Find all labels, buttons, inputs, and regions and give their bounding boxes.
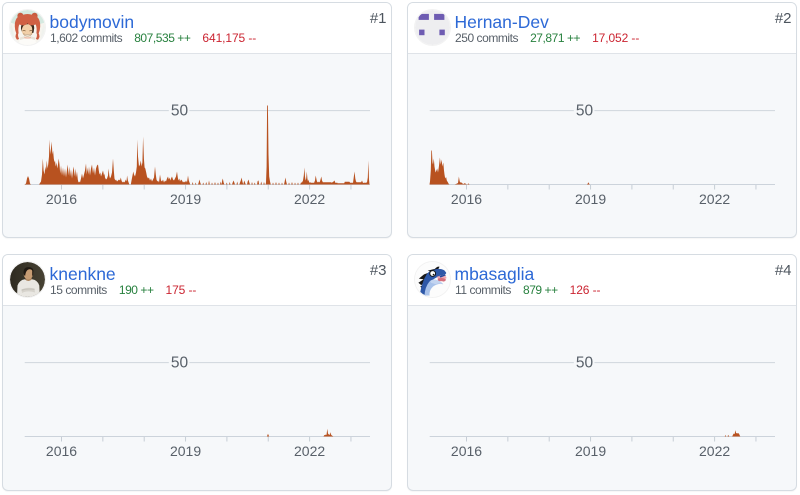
svg-text:50: 50 xyxy=(171,355,189,372)
svg-text:2016: 2016 xyxy=(46,443,77,459)
svg-text:2019: 2019 xyxy=(575,191,606,207)
svg-text:2016: 2016 xyxy=(46,191,77,207)
svg-text:2022: 2022 xyxy=(294,191,325,207)
svg-text:2022: 2022 xyxy=(294,443,325,459)
svg-text:2019: 2019 xyxy=(575,443,606,459)
svg-text:50: 50 xyxy=(576,355,594,372)
svg-text:2022: 2022 xyxy=(699,443,730,459)
svg-text:2016: 2016 xyxy=(451,191,482,207)
svg-text:2019: 2019 xyxy=(170,443,201,459)
svg-text:2022: 2022 xyxy=(699,191,730,207)
svg-text:2016: 2016 xyxy=(451,443,482,459)
svg-text:2019: 2019 xyxy=(170,191,201,207)
svg-text:50: 50 xyxy=(576,103,594,120)
svg-text:50: 50 xyxy=(171,103,189,120)
